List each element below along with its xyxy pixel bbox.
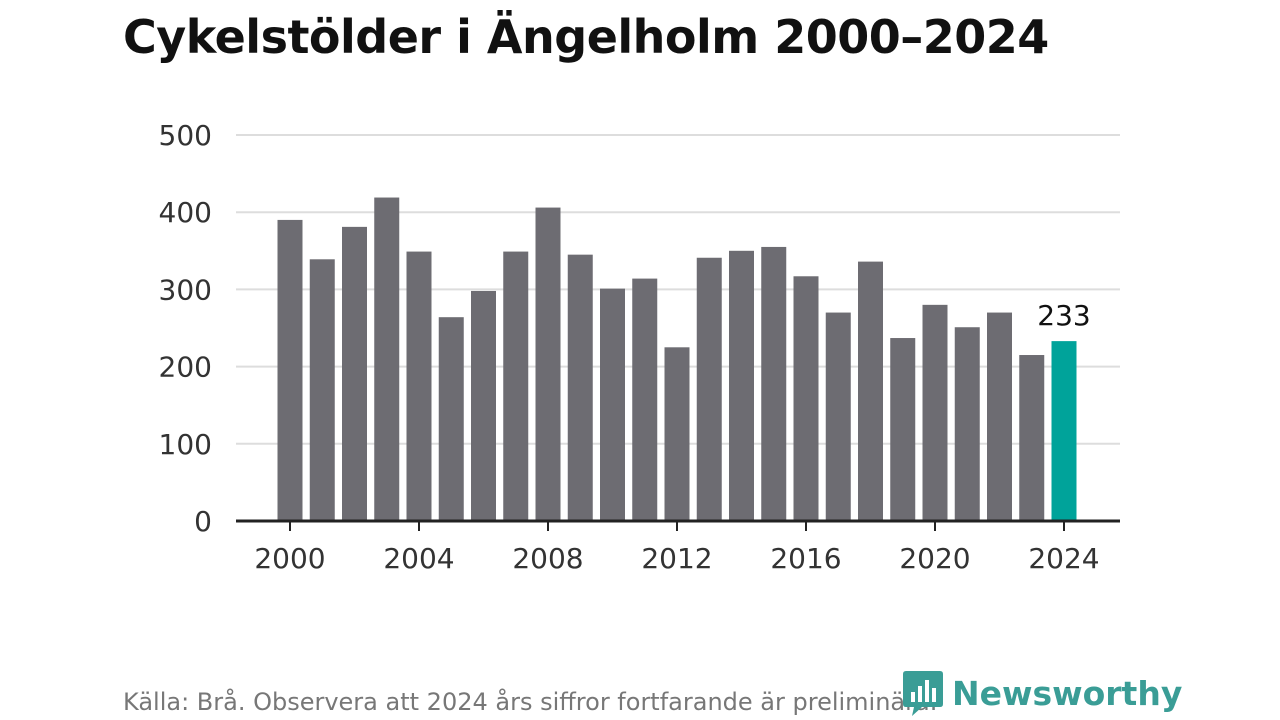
- bar-2007: [503, 251, 529, 521]
- bar-2004: [406, 251, 432, 521]
- brand-name: Newsworthy: [952, 673, 1183, 713]
- newsworthy-logo-icon: [903, 671, 943, 716]
- bar-2017: [825, 312, 851, 521]
- bar-2005: [438, 317, 464, 521]
- bar-2002: [342, 226, 367, 522]
- y-tick-label: 400: [159, 196, 212, 229]
- bar-2020: [922, 304, 948, 521]
- bar-2019: [890, 338, 916, 521]
- bar-2010: [600, 288, 625, 521]
- bar-2015: [761, 246, 787, 521]
- y-tick-label: 0: [194, 505, 212, 538]
- x-tick-label: 2000: [254, 542, 325, 575]
- brand-logo: Newsworthy: [902, 668, 1182, 718]
- bar-2000: [277, 219, 303, 522]
- x-tick-label: 2012: [641, 542, 712, 575]
- bar-2023: [1019, 355, 1045, 521]
- bar-2003: [374, 197, 400, 522]
- x-tick-label: 2008: [512, 542, 583, 575]
- bar-2001: [309, 259, 335, 521]
- axes: [236, 519, 1120, 531]
- x-tick-label: 2020: [899, 542, 970, 575]
- bar-2006: [471, 290, 496, 521]
- bars: [277, 197, 1077, 522]
- chart-title: Cykelstölder i Ängelholm 2000–2024: [123, 10, 1049, 64]
- bar-2013: [696, 257, 722, 521]
- x-tick-label: 2016: [770, 542, 841, 575]
- y-tick-label: 200: [159, 351, 212, 384]
- bar-2024: [1051, 341, 1077, 521]
- y-tick-label: 300: [159, 273, 212, 306]
- x-tick-label: 2004: [383, 542, 454, 575]
- bar-2009: [567, 254, 593, 521]
- bar-2021: [954, 327, 980, 521]
- bar-2018: [858, 261, 883, 521]
- bar-2016: [793, 276, 819, 521]
- bar-2022: [987, 312, 1012, 521]
- bar-2014: [729, 250, 754, 522]
- value-label-2024: 233: [1037, 299, 1090, 332]
- bar-2011: [632, 278, 658, 521]
- bar-2008: [535, 207, 561, 521]
- source-note: Källa: Brå. Observera att 2024 års siffr…: [123, 688, 938, 716]
- y-tick-label: 500: [159, 119, 212, 152]
- x-tick-label: 2024: [1028, 542, 1099, 575]
- y-tick-label: 100: [159, 428, 212, 461]
- bar-2012: [664, 347, 690, 521]
- axis-labels: 0 100 200 300 400 500 233 2000 2004 2008 2012 2016 2…: [159, 119, 1100, 575]
